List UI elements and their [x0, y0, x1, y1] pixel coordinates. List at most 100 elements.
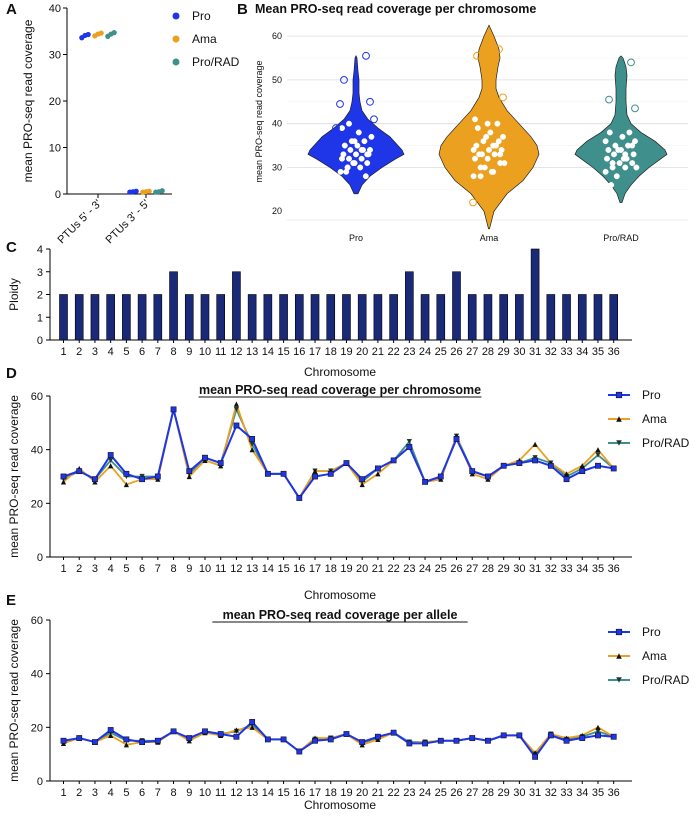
- panel-b-point: [620, 134, 625, 139]
- panel-e-y-tick-label: 40: [31, 669, 43, 681]
- panel-b-point: [627, 130, 632, 135]
- panel-b-y-tick-label: 60: [272, 31, 282, 41]
- panel-e-point-pro: [187, 735, 192, 740]
- panel-c-bar: [405, 272, 413, 340]
- panel-c-bar: [138, 295, 146, 341]
- panel-b-point: [472, 156, 477, 161]
- panel-e-x-tick-label: 22: [387, 787, 399, 799]
- panel-b-point: [471, 174, 476, 179]
- panel-d-x-tick-label: 21: [372, 563, 384, 575]
- panel-d-point-pro: [517, 460, 522, 465]
- panel-b-point: [485, 156, 490, 161]
- panel-b-point: [623, 152, 628, 157]
- panel-b-point: [345, 165, 350, 170]
- panel-c-bar: [374, 295, 382, 341]
- panel-a-point: [160, 188, 165, 193]
- panel-d-x-tick-label: 28: [482, 563, 494, 575]
- panel-b-point: [359, 156, 364, 161]
- panel-b-point: [472, 117, 477, 122]
- panel-e-x-tick-label: 1: [60, 787, 66, 799]
- panel-e-x-tick-label: 13: [246, 787, 258, 799]
- panel-e-x-tick-label: 36: [608, 787, 620, 799]
- panel-c-x-tick-label: 18: [325, 346, 337, 358]
- panel-b-point: [500, 134, 505, 139]
- panel-c-x-tick-label: 20: [356, 346, 368, 358]
- panel-e-x-tick-label: 10: [199, 787, 211, 799]
- panel-a-y-axis-title: mean PRO-seq read coverage: [21, 19, 35, 182]
- panel-e-point-pro: [140, 739, 145, 744]
- panel-d-x-tick-label: 10: [199, 563, 211, 575]
- panel-a-x-tick-label: PTUs 3' - 5': [103, 198, 152, 247]
- panel-b-y-axis-title: mean PRO-seq read coverage: [254, 60, 264, 182]
- panel-e-x-tick-label: 23: [403, 787, 415, 799]
- panel-b-point: [623, 165, 628, 170]
- panel-d-x-tick-label: 16: [293, 563, 305, 575]
- panel-c-x-tick-label: 11: [215, 346, 226, 358]
- panel-d-series-line-ama: [64, 404, 614, 498]
- panel-d-point-pro: [124, 471, 129, 476]
- panel-e-point-pro: [281, 737, 286, 742]
- panel-e-point-pro: [250, 719, 255, 724]
- panel-c-bar: [531, 249, 539, 340]
- panel-d-x-tick-label: 32: [545, 563, 557, 575]
- panel-c-bar: [232, 272, 240, 340]
- panel-c-bar: [342, 295, 350, 341]
- panel-d-series-line-pro: [64, 409, 614, 498]
- panel-d-point-pro: [454, 436, 459, 441]
- panel-c-x-tick-label: 9: [186, 346, 192, 358]
- panel-c-y-tick-label: 3: [37, 267, 43, 279]
- panel-d-point-pro: [92, 477, 97, 482]
- panel-e-point-pro: [77, 735, 82, 740]
- panel-b-point: [477, 152, 482, 157]
- panel-b-point: [614, 174, 619, 179]
- panel-c-x-tick-label: 8: [170, 346, 176, 358]
- panel-c-bar: [107, 295, 115, 341]
- panel-e-point-pro: [265, 737, 270, 742]
- panel-d-x-tick-label: 17: [309, 563, 321, 575]
- panel-d-x-tick-label: 13: [246, 563, 258, 575]
- panel-e-point-pro: [375, 734, 380, 739]
- panel-d-x-tick-label: 34: [576, 563, 588, 575]
- panel-b-point: [475, 125, 480, 130]
- panel-d-point-ama: [234, 401, 239, 406]
- panel-e-x-tick-label: 4: [108, 787, 114, 799]
- panel-d-x-tick-label: 19: [340, 563, 352, 575]
- panel-b-point: [484, 134, 489, 139]
- panel-c-bar: [295, 295, 303, 341]
- panel-c-bar: [390, 295, 398, 341]
- panel-e-point-pro: [218, 731, 223, 736]
- panel-e-x-tick-label: 34: [576, 787, 588, 799]
- panel-e-x-tick-label: 3: [92, 787, 98, 799]
- panel-a-y-tick-label: 20: [49, 96, 61, 108]
- panel-e-x-tick-label: 27: [466, 787, 478, 799]
- panel-c-y-axis-title: Ploidy: [7, 278, 21, 311]
- panel-d-x-tick-label: 30: [513, 563, 525, 575]
- panel-a-legend-label: Pro/RAD: [192, 55, 240, 69]
- panel-d-y-axis-title: mean PRO-seq read coverage: [7, 395, 21, 558]
- panel-e-legend-label: Pro/RAD: [642, 673, 690, 687]
- panel-e-point-pro: [407, 741, 412, 746]
- panel-e-x-tick-label: 33: [560, 787, 572, 799]
- panel-b-point: [363, 174, 368, 179]
- panel-d-x-tick-label: 24: [419, 563, 431, 575]
- panel-d-x-tick-label: 14: [262, 563, 274, 575]
- panel-b-point: [492, 152, 497, 157]
- panel-label-d: D: [6, 365, 17, 382]
- panel-d-point-pro: [533, 458, 538, 463]
- panel-e-point-pro: [533, 754, 538, 759]
- panel-d-point-pro: [548, 463, 553, 468]
- panel-c-bar: [327, 295, 335, 341]
- panel-d-point-pro: [312, 474, 317, 479]
- panel-d-x-tick-label: 31: [529, 563, 541, 575]
- panel-e-point-pro: [360, 739, 365, 744]
- panel-c-y-tick-label: 1: [37, 312, 43, 324]
- panel-c-x-tick-label: 15: [277, 346, 289, 358]
- panel-e-x-tick-label: 11: [215, 787, 226, 799]
- panel-c-x-tick-label: 25: [435, 346, 447, 358]
- panel-b-point: [339, 125, 344, 130]
- panel-b-point: [609, 182, 614, 187]
- panel-b-point: [471, 147, 476, 152]
- panel-e-x-tick-label: 32: [545, 787, 557, 799]
- panel-c-bar: [185, 295, 193, 341]
- panel-b-point: [495, 121, 500, 126]
